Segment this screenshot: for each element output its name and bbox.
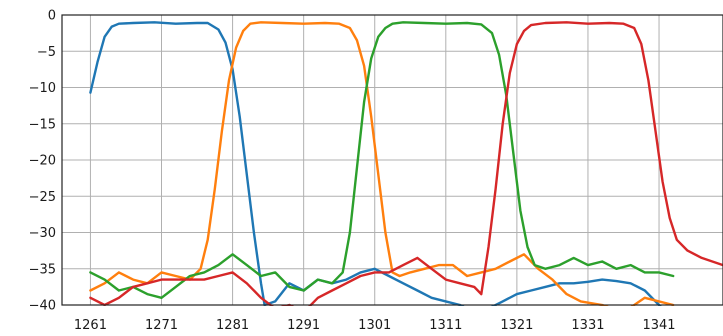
y-axis-tick-labels: 0 −5 −10 −15 −20 −25 −30 −35 −40 — [29, 9, 56, 314]
x-tick-label: 1261 — [74, 318, 107, 333]
x-tick-label: 1341 — [642, 318, 675, 333]
x-tick-label: 1271 — [145, 318, 178, 333]
series-line-3 — [89, 21, 675, 299]
x-tick-label: 1331 — [571, 318, 604, 333]
x-tick-label: 1301 — [358, 318, 391, 333]
x-tick-label: 1281 — [216, 318, 249, 333]
series-lines — [89, 21, 723, 306]
x-axis-tick-labels: 1261 1271 1281 1291 1301 1311 1321 1331 1341 — [74, 318, 676, 333]
y-tick-label: −5 — [37, 45, 56, 60]
y-tick-label: −10 — [29, 81, 56, 96]
y-tick-label: −15 — [29, 117, 56, 132]
y-tick-label: −40 — [29, 299, 56, 314]
y-tick-label: −25 — [29, 190, 56, 205]
y-tick-label: −20 — [29, 154, 56, 169]
plot-frame — [61, 14, 723, 306]
x-tick-label: 1291 — [287, 318, 320, 333]
x-tick-label: 1311 — [429, 318, 462, 333]
y-tick-label: −30 — [29, 226, 56, 241]
series-line-4 — [89, 21, 723, 306]
y-tick-label: −35 — [29, 262, 56, 277]
x-tick-label: 1321 — [500, 318, 533, 333]
y-tick-label: 0 — [48, 9, 56, 24]
grid — [62, 14, 723, 306]
series-line-1 — [89, 21, 662, 306]
